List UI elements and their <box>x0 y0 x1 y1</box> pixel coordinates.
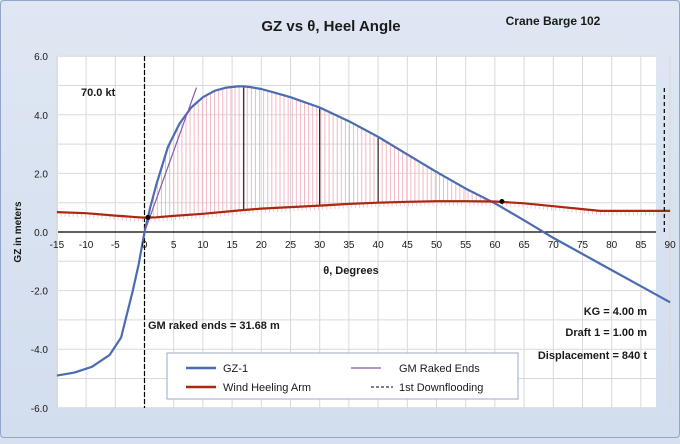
x-tick-label: 5 <box>171 240 177 251</box>
legend-label-gz: GZ-1 <box>223 363 248 375</box>
x-tick-label: 55 <box>460 240 472 251</box>
x-tick-label: -10 <box>79 240 94 251</box>
y-tick-label: 0.0 <box>34 228 48 239</box>
y-tick-label: -6.0 <box>31 404 49 415</box>
draft-label: Draft 1 = 1.00 m <box>565 327 647 339</box>
x-tick-label: 70 <box>548 240 560 251</box>
legend-label-gm: GM Raked Ends <box>399 363 480 375</box>
gm-raked-ends-label: GM raked ends = 31.68 m <box>148 320 280 332</box>
legend-label-downflooding: 1st Downflooding <box>399 382 483 394</box>
x-tick-label: 60 <box>489 240 501 251</box>
intersection-point <box>145 214 151 220</box>
displacement-label: Displacement = 840 t <box>538 350 647 362</box>
x-tick-label: 45 <box>402 240 414 251</box>
x-tick-label: 25 <box>285 240 297 251</box>
chart-subtitle: Crane Barge 102 <box>506 14 601 28</box>
x-tick-label: 65 <box>519 240 531 251</box>
intersection-point <box>499 199 505 205</box>
x-tick-label: 35 <box>343 240 355 251</box>
x-tick-label: 50 <box>431 240 443 251</box>
x-tick-label: -5 <box>111 240 120 251</box>
wind-heeling-arm-line <box>56 200 671 219</box>
y-tick-label: -4.0 <box>31 345 49 356</box>
chart-title: GZ vs θ, Heel Angle <box>261 18 400 35</box>
x-axis-label: θ, Degrees <box>323 265 378 277</box>
legend-box <box>166 352 519 400</box>
y-tick-label: 6.0 <box>34 52 48 63</box>
legend-label-wind: Wind Heeling Arm <box>223 382 311 394</box>
x-tick-label: 75 <box>577 240 589 251</box>
y-tick-label: 4.0 <box>34 111 48 122</box>
gm-raked-ends-line <box>143 87 198 233</box>
x-tick-label: 15 <box>227 240 239 251</box>
x-tick-label: 10 <box>197 240 209 251</box>
x-tick-label: 30 <box>314 240 326 251</box>
x-tick-label: 0 <box>142 240 148 251</box>
x-tick-label: 80 <box>606 240 618 251</box>
x-tick-label: 40 <box>373 240 385 251</box>
x-tick-label: 85 <box>635 240 647 251</box>
y-tick-label: 2.0 <box>34 169 48 180</box>
kg-label: KG = 4.00 m <box>584 306 648 318</box>
gz-1-line <box>56 85 671 377</box>
wind-speed-label: 70.0 kt <box>81 87 116 99</box>
legend: GZ-1 GM Raked Ends Wind Heeling Arm 1st … <box>166 352 519 400</box>
y-axis-label: GZ in meters <box>13 201 24 263</box>
y-tick-label: -2.0 <box>31 287 49 298</box>
x-tick-label: 90 <box>665 240 677 251</box>
x-tick-label: 20 <box>256 240 268 251</box>
x-tick-label: -15 <box>50 240 65 251</box>
